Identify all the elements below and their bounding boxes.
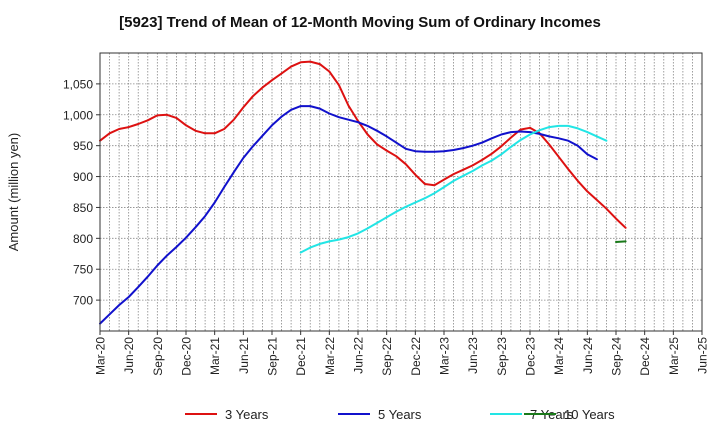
- legend-label: 5 Years: [378, 407, 422, 422]
- x-tick-label: Jun-23: [466, 337, 480, 374]
- y-tick-label: 900: [73, 170, 93, 184]
- x-tick-label: Jun-24: [581, 337, 595, 374]
- grid-lines: [100, 53, 702, 331]
- y-tick-label: 1,000: [63, 108, 93, 122]
- x-tick-label: Dec-23: [524, 337, 538, 376]
- x-tick-label: Sep-20: [151, 337, 165, 376]
- x-tick-label: Mar-25: [667, 337, 681, 375]
- y-tick-labels: 700 750 800 850 900 950 1,000 1,050: [63, 77, 100, 308]
- x-tick-label: Mar-20: [94, 337, 108, 375]
- series-lines: [99, 60, 627, 325]
- x-tick-label: Mar-21: [208, 337, 222, 375]
- legend-label: 3 Years: [225, 407, 269, 422]
- x-tick-label: Jun-22: [352, 337, 366, 374]
- x-tick-label: Jun-21: [237, 337, 251, 374]
- x-tick-label: Jun-25: [696, 337, 710, 374]
- x-tick-label: Mar-22: [323, 337, 337, 375]
- series-line-5-years: [99, 105, 598, 325]
- x-tick-label: Dec-22: [409, 337, 423, 376]
- y-tick-label: 750: [73, 263, 93, 277]
- x-tick-label: Sep-21: [266, 337, 280, 376]
- x-tick-labels: Mar-20 Jun-20 Sep-20 Dec-20 Mar-21 Jun-21 Sep-…: [94, 331, 710, 376]
- y-axis-label: Amount (million yen): [6, 133, 21, 252]
- series-line-3-years: [99, 60, 627, 229]
- x-tick-label: Dec-20: [180, 337, 194, 376]
- y-tick-label: 950: [73, 139, 93, 153]
- x-tick-label: Mar-24: [552, 337, 566, 375]
- plot-frame: [99, 52, 703, 332]
- x-tick-label: Dec-21: [294, 337, 308, 376]
- x-tick-label: Jun-20: [122, 337, 136, 374]
- y-tick-label: 1,050: [63, 77, 93, 91]
- series-line-7-years: [299, 124, 608, 254]
- chart-title: [5923] Trend of Mean of 12-Month Moving …: [119, 14, 601, 31]
- y-tick-label: 800: [73, 232, 93, 246]
- x-tick-label: Mar-23: [438, 337, 452, 375]
- x-tick-label: Sep-23: [495, 337, 509, 376]
- legend-label: 10 Years: [564, 407, 615, 422]
- x-tick-label: Sep-22: [380, 337, 394, 376]
- y-tick-label: 850: [73, 201, 93, 215]
- y-tick-label: 700: [73, 294, 93, 308]
- series-line-10-years: [615, 240, 627, 243]
- x-tick-label: Sep-24: [610, 337, 624, 376]
- x-tick-label: Dec-24: [638, 337, 652, 376]
